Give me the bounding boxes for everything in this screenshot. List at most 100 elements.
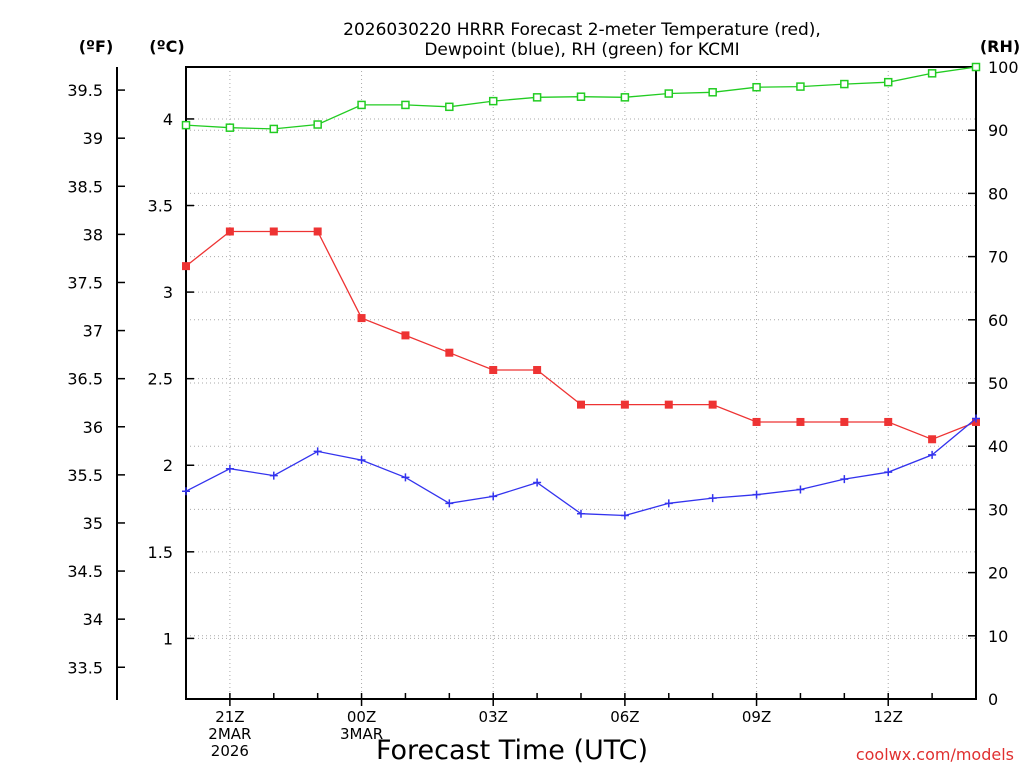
axes: [116, 66, 977, 706]
celsius-tick-label: 1: [163, 629, 173, 648]
dewpoint-point: [752, 490, 761, 499]
rh-point: [752, 82, 761, 92]
temperature-point: [225, 227, 234, 236]
rh-point: [181, 120, 191, 130]
temperature-point: [577, 400, 585, 409]
x-axis-title: Forecast Time (UTC): [376, 735, 648, 766]
rh-tick-label: 20: [988, 564, 1008, 583]
dewpoint-point: [357, 456, 366, 465]
temperature-point: [884, 417, 893, 426]
temperature-point: [401, 331, 410, 340]
celsius-tick-label: 4: [163, 110, 173, 129]
dewpoint-point: [708, 494, 717, 503]
dewpoint-point: [972, 414, 980, 423]
fahrenheit-tick-label: 39.5: [67, 81, 103, 100]
plot-frame: [185, 66, 977, 700]
fahrenheit-tick-label: 36.5: [67, 370, 103, 389]
rh-point: [401, 100, 410, 110]
fahrenheit-tick-label: 35.5: [67, 466, 103, 485]
x-tick-label: 03Z: [479, 708, 508, 726]
celsius-tick-label: 1.5: [148, 543, 173, 562]
rh-point: [840, 79, 849, 89]
grid-lines: [186, 66, 976, 700]
rh-tick-label: 60: [988, 311, 1008, 330]
rh-tick-label: 40: [988, 437, 1008, 456]
celsius-unit-label: (ºC): [149, 37, 184, 56]
dewpoint-point: [796, 485, 805, 494]
x-tick-label: 09Z: [742, 708, 771, 726]
rh-point: [445, 102, 454, 112]
fahrenheit-tick-label: 38.5: [67, 177, 103, 196]
temperature-point: [796, 417, 805, 426]
rh-tick-label: 90: [988, 121, 1008, 140]
fahrenheit-tick-label: 34: [83, 610, 103, 629]
temperature-point: [752, 417, 761, 426]
temperature-point: [269, 227, 278, 236]
dewpoint-series-line: [185, 417, 977, 517]
fahrenheit-tick-label: 34.5: [67, 562, 103, 581]
dewpoint-point: [489, 492, 498, 501]
tick-labels: 11.522.533.5433.53434.53535.53636.53737.…: [67, 58, 1018, 760]
rh-point: [708, 88, 717, 97]
fahrenheit-tick-label: 36: [83, 418, 103, 437]
x-tick-label: 21Z: [215, 708, 244, 726]
dewpoint-point: [182, 487, 190, 496]
celsius-tick-label: 2.5: [148, 370, 173, 389]
dewpoint-point: [928, 450, 937, 459]
chart-title-line-1: 2026030220 HRRR Forecast 2-meter Tempera…: [343, 20, 821, 40]
dewpoint-point: [664, 499, 673, 508]
temperature-point: [840, 417, 849, 426]
rh-unit-label: (RH): [980, 37, 1020, 56]
temperature-point: [533, 366, 542, 375]
rh-point: [488, 96, 498, 106]
rh-point: [532, 93, 542, 102]
x-tick-label: 06Z: [610, 708, 639, 726]
rh-point: [576, 92, 586, 101]
fahrenheit-unit-label: (ºF): [79, 37, 114, 56]
chart-title-line-2: Dewpoint (blue), RH (green) for KCMI: [424, 40, 739, 60]
temperature-point: [357, 314, 366, 323]
temperature-point: [489, 366, 498, 375]
rh-point: [225, 123, 235, 132]
dewpoint-point: [401, 473, 410, 482]
rh-point: [883, 77, 893, 87]
rh-point: [796, 82, 805, 91]
temperature-point: [620, 400, 629, 409]
rh-tick-label: 10: [988, 627, 1008, 646]
rh-point: [313, 120, 322, 129]
rh-point: [927, 69, 937, 78]
temperature-point: [182, 262, 190, 271]
rh-tick-label: 80: [988, 184, 1008, 203]
credit-text: coolwx.com/models: [856, 745, 1014, 764]
fahrenheit-tick-label: 37: [83, 322, 103, 341]
dewpoint-point: [269, 471, 278, 480]
rh-tick-label: 50: [988, 374, 1008, 393]
rh-tick-label: 70: [988, 248, 1008, 267]
dewpoint-point: [620, 511, 629, 520]
dewpoint-point: [840, 475, 849, 484]
dewpoint-point: [884, 468, 893, 477]
fahrenheit-tick-label: 38: [83, 225, 103, 244]
data-series: [181, 62, 981, 520]
dewpoint-point: [445, 499, 454, 508]
fahrenheit-tick-label: 35: [83, 514, 103, 533]
x-tick-label: 2MAR: [208, 725, 251, 743]
rh-point: [269, 124, 279, 134]
fahrenheit-tick-label: 33.5: [67, 658, 103, 677]
temperature-point: [313, 227, 322, 236]
celsius-tick-label: 3.5: [148, 197, 173, 216]
temperature-point: [664, 400, 673, 409]
rh-point: [620, 93, 630, 102]
temperature-point: [445, 348, 454, 357]
dewpoint-point: [313, 447, 322, 456]
temperature-point: [708, 400, 717, 409]
x-tick-label: 00Z: [347, 708, 376, 726]
x-tick-label: 12Z: [874, 708, 903, 726]
dewpoint-point: [225, 464, 234, 473]
dewpoint-point: [577, 509, 585, 518]
dewpoint-point: [533, 478, 542, 487]
rh-tick-label: 0: [988, 690, 998, 709]
fahrenheit-tick-label: 37.5: [67, 273, 103, 292]
rh-point: [357, 100, 366, 110]
